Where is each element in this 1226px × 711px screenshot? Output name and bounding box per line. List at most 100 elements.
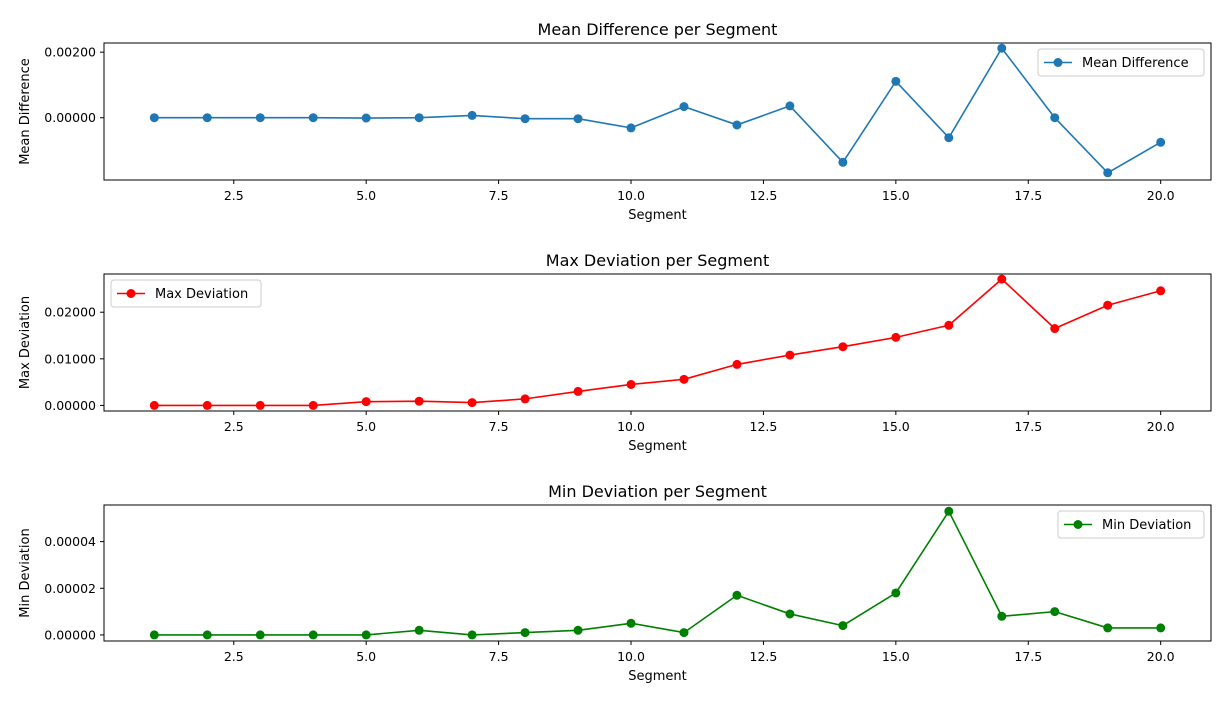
data-point — [626, 379, 636, 389]
data-point — [891, 332, 901, 342]
data-point — [679, 628, 689, 638]
data-point — [414, 113, 424, 123]
data-point — [732, 359, 742, 369]
data-point — [255, 400, 265, 410]
x-tick-label: 7.5 — [489, 419, 509, 434]
data-point — [573, 114, 583, 124]
x-tick-label: 20.0 — [1147, 188, 1175, 203]
chart-title: Min Deviation per Segment — [548, 482, 767, 501]
x-tick-label: 2.5 — [224, 649, 244, 664]
series-line — [154, 47, 1162, 174]
data-point — [838, 342, 848, 352]
x-tick-label: 10.0 — [617, 188, 645, 203]
data-point — [149, 113, 159, 123]
x-axis-label: Segment — [628, 669, 687, 684]
y-tick-label: 0.01000 — [44, 351, 96, 366]
x-tick-label: 20.0 — [1147, 649, 1175, 664]
data-point — [1103, 300, 1113, 310]
y-tick-label: 0.00000 — [44, 110, 96, 125]
legend: Mean Difference — [1037, 48, 1205, 77]
data-point — [944, 506, 954, 516]
data-point — [308, 630, 318, 640]
data-point — [997, 611, 1007, 621]
legend-frame — [110, 279, 262, 308]
data-point — [149, 400, 159, 410]
axes-frame — [103, 42, 1212, 181]
legend: Min Deviation — [1057, 510, 1205, 539]
data-point — [838, 157, 848, 167]
x-tick-label: 15.0 — [882, 649, 910, 664]
data-point — [361, 113, 371, 123]
x-tick-label: 20.0 — [1147, 419, 1175, 434]
data-point — [1050, 324, 1060, 334]
data-point — [997, 274, 1007, 284]
data-point — [414, 625, 424, 635]
data-point — [573, 625, 583, 635]
legend-label: Mean Difference — [1082, 56, 1189, 71]
y-tick-label: 0.00000 — [44, 627, 96, 642]
subplot-2: Min Deviation per Segment 2.5 5.0 7.5 10.0 12… — [18, 482, 1212, 684]
x-tick-label: 17.5 — [1014, 188, 1042, 203]
data-point — [1156, 137, 1166, 147]
data-point — [679, 102, 689, 112]
data-point — [1103, 168, 1113, 178]
data-point — [414, 396, 424, 406]
data-point — [361, 397, 371, 407]
legend-label: Max Deviation — [155, 287, 248, 302]
legend-frame — [1037, 48, 1205, 77]
x-tick-label: 15.0 — [882, 188, 910, 203]
subplot-1: Max Deviation per Segment 2.5 5.0 7.5 10.0 12… — [18, 251, 1212, 454]
axes-frame — [103, 273, 1212, 412]
data-point — [573, 386, 583, 396]
x-axis-label: Segment — [628, 208, 687, 223]
series-line — [154, 278, 1161, 407]
x-tick-label: 5.0 — [356, 188, 376, 203]
x-tick-label: 7.5 — [489, 188, 509, 203]
y-axis-label: Min Deviation — [18, 528, 33, 617]
data-point — [202, 630, 212, 640]
x-tick-label: 5.0 — [356, 419, 376, 434]
y-tick-label: 0.00004 — [44, 534, 96, 549]
data-point — [308, 113, 318, 123]
subplot-0: Mean Difference per Segment 2.5 5.0 7.5 10.0… — [18, 20, 1212, 223]
data-point — [1156, 286, 1166, 296]
data-point — [520, 394, 530, 404]
chart-title: Max Deviation per Segment — [546, 251, 769, 270]
y-axis-label: Max Deviation — [18, 296, 33, 389]
data-point — [944, 320, 954, 330]
chart-title: Mean Difference per Segment — [538, 20, 778, 39]
data-point — [785, 101, 795, 111]
x-tick-label: 12.5 — [750, 188, 778, 203]
legend-frame — [1057, 510, 1205, 539]
data-point — [467, 398, 477, 408]
data-point — [202, 113, 212, 123]
x-tick-label: 15.0 — [882, 419, 910, 434]
x-tick-label: 17.5 — [1014, 649, 1042, 664]
data-point — [149, 630, 159, 640]
data-point — [944, 133, 954, 143]
y-tick-label: 0.00002 — [44, 581, 96, 596]
data-point — [891, 588, 901, 598]
legend: Max Deviation — [110, 279, 262, 308]
data-point — [785, 609, 795, 619]
x-tick-label: 2.5 — [224, 188, 244, 203]
x-tick-label: 5.0 — [356, 649, 376, 664]
legend-label: Min Deviation — [1102, 518, 1191, 533]
y-tick-label: 0.02000 — [44, 305, 96, 320]
data-point — [679, 374, 689, 384]
axes-frame — [103, 504, 1212, 642]
data-point — [308, 400, 318, 410]
data-point — [1156, 623, 1166, 633]
x-tick-label: 2.5 — [224, 419, 244, 434]
data-point — [626, 618, 636, 628]
x-tick-label: 12.5 — [750, 649, 778, 664]
data-point — [838, 621, 848, 631]
data-point — [626, 123, 636, 133]
data-point — [997, 43, 1007, 53]
x-tick-label: 7.5 — [489, 649, 509, 664]
data-point — [202, 400, 212, 410]
data-point — [1050, 113, 1060, 123]
data-point — [255, 113, 265, 123]
data-point — [467, 110, 477, 120]
